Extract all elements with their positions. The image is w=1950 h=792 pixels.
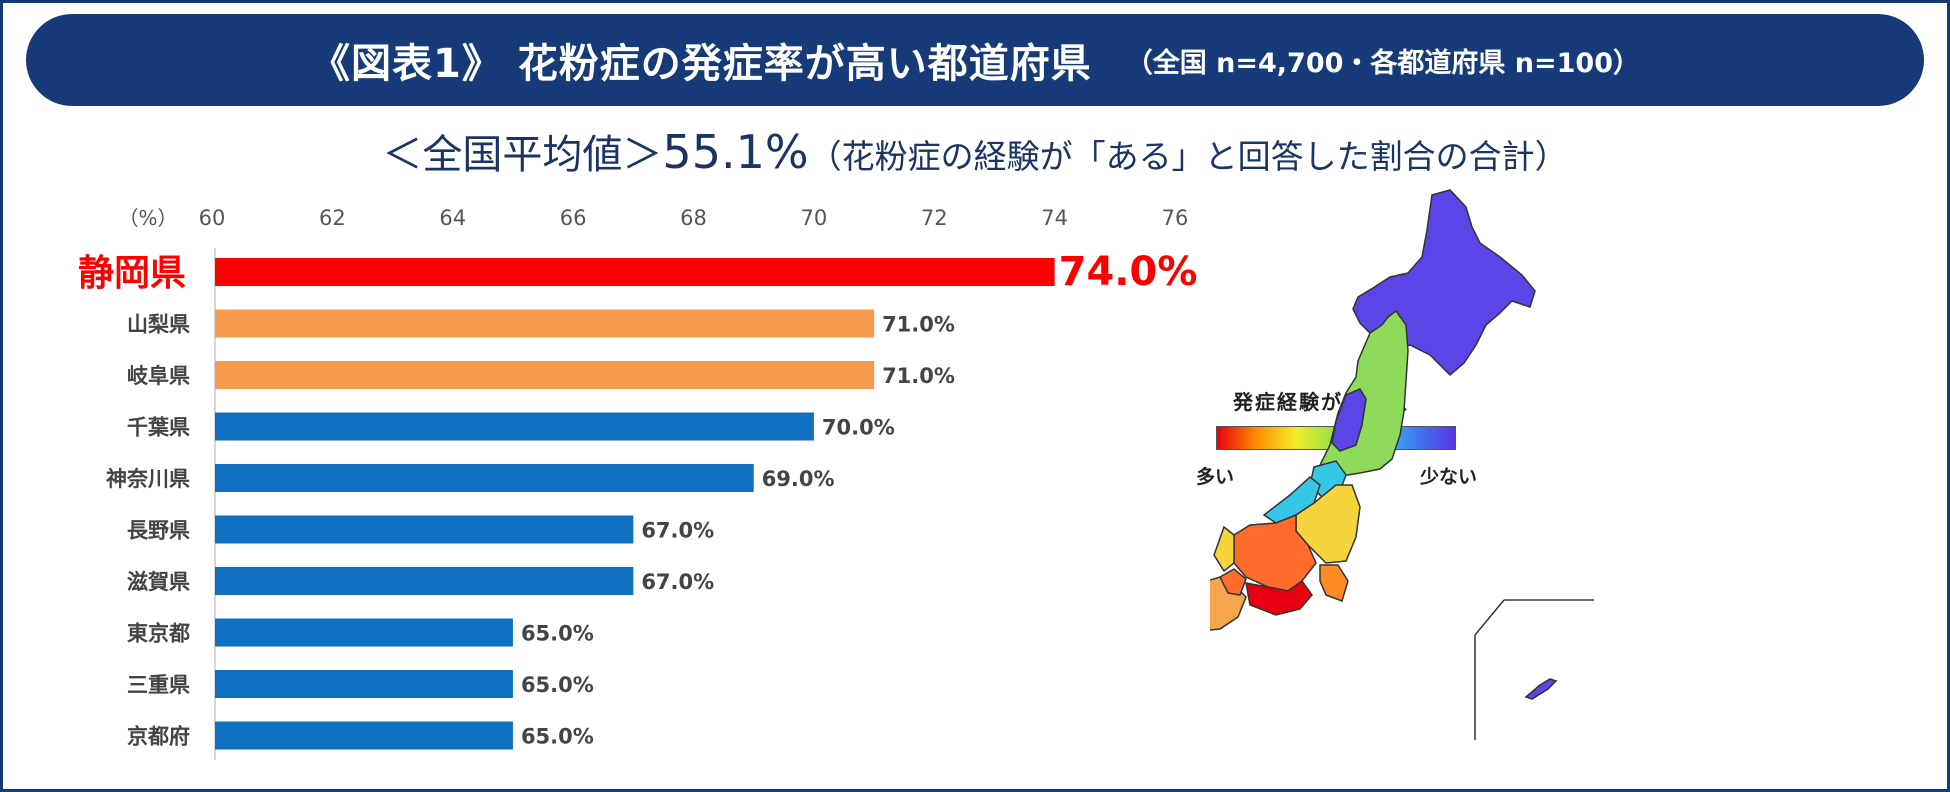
okinawa-inset-divider <box>1474 599 1505 740</box>
data-label: 71.0% <box>882 364 955 388</box>
category-label: 神奈川県 <box>106 467 190 491</box>
category-label: 岐阜県 <box>127 364 190 388</box>
national-average-label: ＜全国平均値＞ <box>382 132 663 178</box>
hokuriku-region <box>1213 525 1235 573</box>
data-label: 69.0% <box>762 467 835 491</box>
x-tick-label: 68 <box>680 206 707 230</box>
national-average-value: 55.1% <box>662 125 809 179</box>
bar-chart: （%） 60 62 64 66 68 70 72 74 76 静岡県 74.0% 山梨県 71.0% 岐阜… <box>78 206 1198 760</box>
legend-high-label: 少ない <box>1420 466 1478 488</box>
category-label: 山梨県 <box>127 313 190 337</box>
data-label: 70.0% <box>822 416 895 440</box>
sample-size-note: （全国 n=4,700・各都道府県 n=100） <box>1125 47 1641 79</box>
category-label: 千葉県 <box>127 416 190 440</box>
data-label: 67.0% <box>641 570 714 594</box>
chiba-prefecture <box>1319 564 1349 602</box>
data-label: 71.0% <box>882 313 955 337</box>
data-label: 65.0% <box>521 673 594 697</box>
bar <box>215 567 634 595</box>
category-label: 東京都 <box>127 622 190 646</box>
bar <box>215 309 875 338</box>
title-banner: 《図表1》 花粉症の発症率が高い都道府県 （全国 n=4,700・各都道府県 n… <box>26 14 1924 106</box>
mie-prefecture <box>1219 568 1247 596</box>
bar <box>215 670 513 698</box>
bar <box>215 721 513 750</box>
x-tick-label: 70 <box>801 206 828 230</box>
legend-low-label: 多い <box>1196 466 1235 488</box>
data-label: 65.0% <box>521 622 594 646</box>
category-label: 滋賀県 <box>127 570 190 594</box>
bar <box>215 618 513 647</box>
x-tick-label: 60 <box>199 206 226 230</box>
data-label: 74.0% <box>1059 249 1198 295</box>
category-label: 三重県 <box>127 673 190 697</box>
japan-heatmap <box>1210 189 1594 740</box>
x-tick-label: 74 <box>1041 206 1068 230</box>
chubu-region <box>1233 513 1317 592</box>
category-label: 長野県 <box>127 519 190 543</box>
national-average-note: （花粉症の経験が「ある」と回答した割合の合計） <box>808 137 1568 176</box>
data-label: 65.0% <box>521 725 594 749</box>
x-tick-label: 62 <box>319 206 346 230</box>
bar <box>215 515 634 544</box>
data-label: 67.0% <box>641 519 714 543</box>
x-tick-label: 76 <box>1162 206 1189 230</box>
x-tick-label: 72 <box>921 206 948 230</box>
shizuoka-prefecture <box>1245 579 1313 616</box>
chart-title: 《図表1》 花粉症の発症率が高い都道府県 <box>309 41 1092 87</box>
bar <box>215 464 754 492</box>
category-label: 京都府 <box>127 725 190 749</box>
tohoku-region <box>1319 309 1409 478</box>
category-label: 静岡県 <box>78 253 186 294</box>
bar <box>215 361 875 389</box>
bar <box>215 412 814 441</box>
bar <box>215 258 1055 286</box>
akita-prefecture <box>1331 388 1367 452</box>
x-tick-label: 66 <box>560 206 587 230</box>
national-average-line: ＜全国平均値＞55.1%（花粉症の経験が「ある」と回答した割合の合計） <box>0 122 1950 180</box>
x-tick-label: 64 <box>439 206 466 230</box>
axis-unit-label: （%） <box>118 206 177 230</box>
okinawa-island <box>1524 678 1558 700</box>
